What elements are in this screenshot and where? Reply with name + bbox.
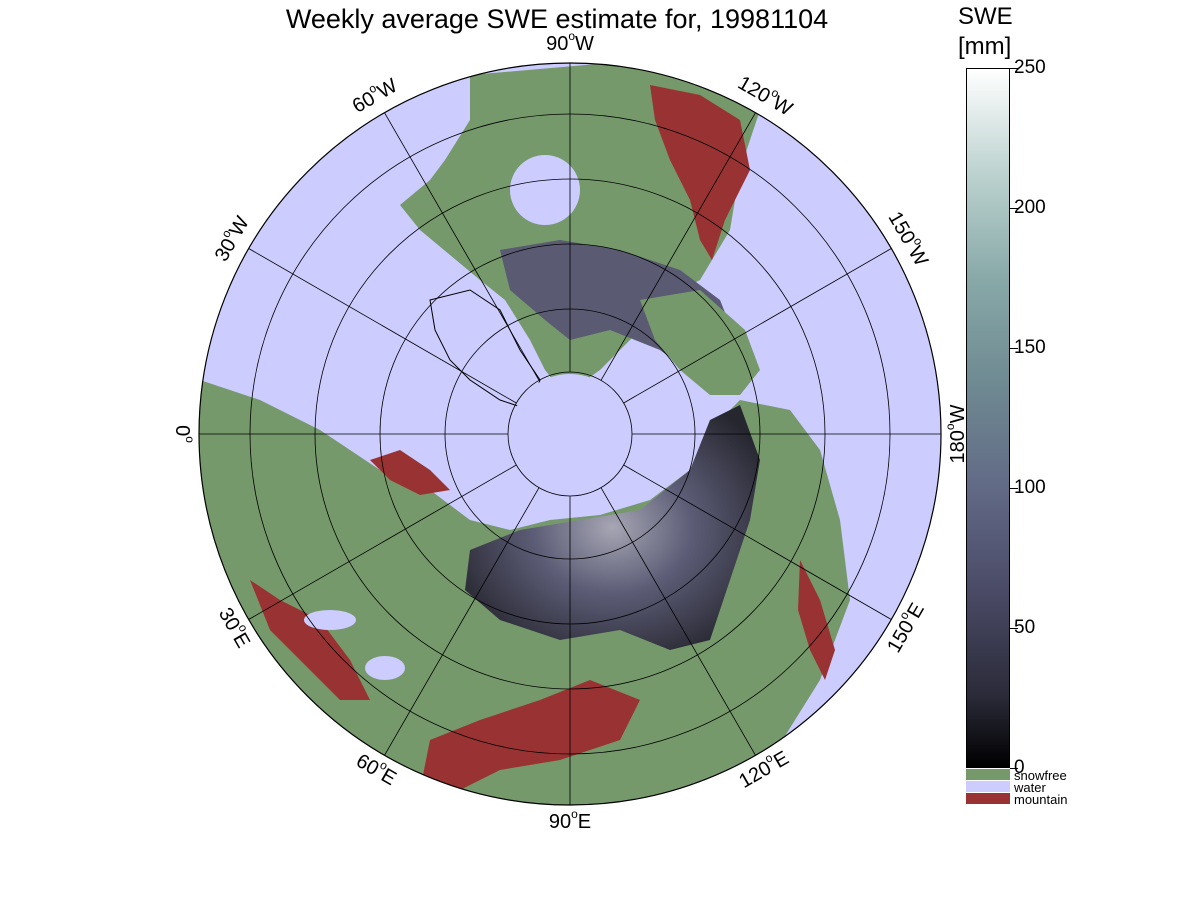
colorbar-tick bbox=[1010, 628, 1018, 629]
meridian-line bbox=[384, 112, 540, 381]
colorbar-tick-label: 200 bbox=[1014, 197, 1046, 218]
colorbar-title: SWE [mm] bbox=[958, 2, 1013, 62]
colorbar-title-line2: [mm] bbox=[958, 33, 1012, 60]
legend-swatch-snowfree bbox=[966, 769, 1010, 780]
mountain-central-asia bbox=[420, 680, 640, 790]
colorbar-tick-label: 150 bbox=[1014, 337, 1046, 358]
map-title: Weekly average SWE estimate for, 1998110… bbox=[285, 4, 829, 34]
legend-label-snowfree: snowfree bbox=[1014, 768, 1067, 783]
meridian-line bbox=[248, 248, 517, 404]
land-alaska bbox=[640, 290, 760, 395]
meridian-line bbox=[623, 248, 892, 404]
longitude-label: 0o bbox=[171, 425, 197, 443]
longitude-label: 90oW bbox=[546, 29, 594, 55]
map-disk bbox=[199, 63, 941, 805]
mountain-europe bbox=[250, 580, 370, 700]
longitude-label: 90oE bbox=[549, 807, 591, 833]
snow-siberia bbox=[465, 405, 760, 650]
black-sea bbox=[304, 610, 356, 630]
colorbar bbox=[966, 68, 1010, 768]
colorbar-tick-label: 100 bbox=[1014, 477, 1046, 498]
meridian-line bbox=[623, 464, 892, 620]
mountain-kamchatka bbox=[798, 560, 835, 680]
colorbar-title-line1: SWE bbox=[958, 3, 1013, 30]
mountain-rockies bbox=[650, 85, 750, 260]
graticule bbox=[198, 62, 942, 806]
hudson-bay bbox=[510, 155, 580, 225]
longitude-label: 180oW bbox=[943, 404, 969, 463]
mountain-scandinavia bbox=[370, 450, 450, 495]
legend-swatch-water bbox=[966, 781, 1010, 792]
colorbar-tick bbox=[1010, 488, 1018, 489]
colorbar-tick-label: 0 bbox=[1014, 757, 1025, 778]
meridian-line bbox=[600, 112, 756, 381]
colorbar-tick bbox=[1010, 348, 1018, 349]
meridian-line bbox=[248, 464, 517, 620]
legend-label-water: water bbox=[1014, 780, 1046, 795]
caspian-sea bbox=[365, 656, 405, 680]
colorbar-tick bbox=[1010, 208, 1018, 209]
colorbar-tick-label: 250 bbox=[1014, 57, 1046, 78]
colorbar-tick-label: 50 bbox=[1014, 617, 1036, 638]
colorbar-tick bbox=[1010, 68, 1018, 69]
arctic-ocean bbox=[510, 374, 630, 494]
meridian-line bbox=[600, 487, 756, 756]
legend-label-mountain: mountain bbox=[1014, 792, 1068, 807]
colorbar-tick bbox=[1010, 768, 1018, 769]
legend-swatch-mountain bbox=[966, 793, 1010, 804]
meridian-line bbox=[384, 487, 540, 756]
